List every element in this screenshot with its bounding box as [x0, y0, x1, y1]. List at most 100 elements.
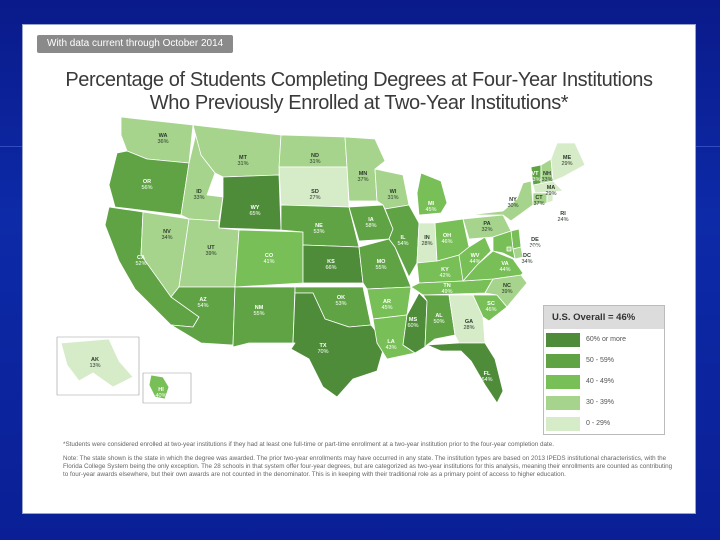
- state-code-hi: HI: [158, 387, 164, 393]
- state-code-va: VA: [501, 261, 508, 267]
- state-code-md: MD: [531, 245, 540, 251]
- legend-label: 0 - 29%: [586, 420, 611, 427]
- state-pct-ny: 30%: [507, 203, 518, 209]
- state-pct-mn: 37%: [357, 177, 368, 183]
- state-pct-ri: 24%: [557, 217, 568, 223]
- state-code-vt: VT: [531, 171, 539, 177]
- state-code-ar: AR: [383, 299, 391, 305]
- state-pct-ct: 37%: [533, 201, 544, 207]
- state-code-wi: WI: [390, 189, 397, 195]
- state-pct-ak: 13%: [89, 363, 100, 369]
- state-code-il: IL: [401, 235, 407, 241]
- state-tx: [290, 292, 386, 398]
- legend-swatch: [546, 416, 580, 431]
- state-code-sd: SD: [311, 189, 319, 195]
- state-code-nj: NJ: [531, 219, 538, 225]
- state-pct-dc: 34%: [521, 259, 532, 265]
- state-code-ct: CT: [535, 195, 543, 201]
- state-code-wy: WY: [251, 205, 260, 211]
- state-code-wv: WV: [471, 253, 480, 259]
- state-code-dc: DC: [523, 253, 531, 259]
- state-ri: [546, 192, 554, 204]
- legend-label: 30 - 39%: [586, 399, 615, 406]
- state-code-az: AZ: [199, 297, 207, 303]
- state-fl: [426, 342, 504, 404]
- state-pct-ms: 60%: [407, 323, 418, 329]
- legend-label: 60% or more: [586, 336, 627, 343]
- footnote-note: Note: The state shown is the state in wh…: [63, 455, 673, 478]
- state-pct-ca: 52%: [135, 261, 146, 267]
- state-code-mo: MO: [377, 259, 387, 265]
- state-code-ky: KY: [441, 267, 449, 273]
- state-pct-de: 30%: [529, 243, 540, 249]
- state-pct-nd: 31%: [309, 159, 320, 165]
- state-code-ms: MS: [409, 317, 418, 323]
- legend-swatch: [546, 332, 580, 347]
- state-hi: [148, 374, 170, 400]
- state-code-mi: MI: [428, 201, 435, 207]
- state-code-ut: UT: [207, 245, 215, 251]
- state-sd: [278, 166, 350, 208]
- state-code-or: OR: [143, 179, 151, 185]
- state-pct-ia: 58%: [365, 223, 376, 229]
- state-code-fl: FL: [484, 371, 491, 377]
- footnote-definition: *Students were considered enrolled at tw…: [63, 441, 555, 448]
- legend-item: 40 - 49%: [544, 371, 664, 392]
- state-pct-la: 43%: [385, 345, 396, 351]
- state-code-ia: IA: [368, 217, 374, 223]
- state-code-mt: MT: [239, 155, 248, 161]
- state-pct-ut: 39%: [205, 251, 216, 257]
- state-code-ma: MA: [547, 185, 556, 191]
- state-pct-fl: 64%: [481, 377, 492, 383]
- state-pct-wv: 44%: [469, 259, 480, 265]
- state-code-me: ME: [563, 155, 572, 161]
- map-title-line-2: Who Previously Enrolled at Two-Year Inst…: [149, 92, 569, 114]
- state-pct-ma: 29%: [545, 191, 556, 197]
- state-code-nm: NM: [255, 305, 264, 311]
- legend-label: 50 - 59%: [586, 357, 615, 364]
- state-il: [384, 204, 420, 278]
- state-pct-mi: 45%: [425, 207, 436, 213]
- state-pct-il: 54%: [397, 241, 408, 247]
- legend-header: U.S. Overall = 46%: [544, 306, 664, 329]
- state-pct-tx: 70%: [317, 349, 328, 355]
- state-pct-ky: 42%: [439, 273, 450, 279]
- legend-item: 30 - 39%: [544, 392, 664, 413]
- state-code-co: CO: [265, 253, 274, 259]
- state-pct-nc: 39%: [501, 289, 512, 295]
- state-pct-nv: 34%: [161, 235, 172, 241]
- state-pct-co: 41%: [263, 259, 274, 265]
- figure-panel: With data current through October 2014 P…: [22, 24, 696, 514]
- state-code-nv: NV: [163, 229, 171, 235]
- state-code-pa: PA: [483, 221, 490, 227]
- state-code-ri: RI: [560, 211, 566, 217]
- legend-item: 0 - 29%: [544, 413, 664, 434]
- state-code-de: DE: [531, 237, 539, 243]
- state-pct-wi: 31%: [387, 195, 398, 201]
- state-pct-nm: 55%: [253, 311, 264, 317]
- state-ny: [468, 180, 534, 222]
- state-pct-wa: 36%: [157, 139, 168, 145]
- state-code-ny: NY: [509, 197, 517, 203]
- inset-box-alaska: [56, 336, 140, 396]
- state-code-ok: OK: [337, 295, 345, 301]
- state-code-wa: WA: [159, 133, 168, 139]
- state-pct-ga: 28%: [463, 325, 474, 331]
- state-code-oh: OH: [443, 233, 451, 239]
- state-pct-md: 42%: [529, 251, 540, 257]
- state-code-tn: TN: [443, 283, 450, 289]
- state-pct-sd: 27%: [309, 195, 320, 201]
- state-code-nh: NH: [543, 171, 551, 177]
- state-pct-ne: 53%: [313, 229, 324, 235]
- state-pct-nh: 33%: [541, 177, 552, 183]
- us-choropleth-map: WA36%OR56%CA52%NV34%ID33%MT31%WY65%UT39%…: [56, 116, 586, 404]
- state-wy: [218, 174, 282, 231]
- legend-swatch: [546, 395, 580, 410]
- map-title: Percentage of Students Completing Degree…: [23, 69, 695, 115]
- state-code-ne: NE: [315, 223, 323, 229]
- state-pct-mo: 55%: [375, 265, 386, 271]
- data-currency-tab: With data current through October 2014: [37, 35, 234, 53]
- legend-item: 50 - 59%: [544, 350, 664, 371]
- state-pct-pa: 32%: [481, 227, 492, 233]
- state-pct-mt: 31%: [237, 161, 248, 167]
